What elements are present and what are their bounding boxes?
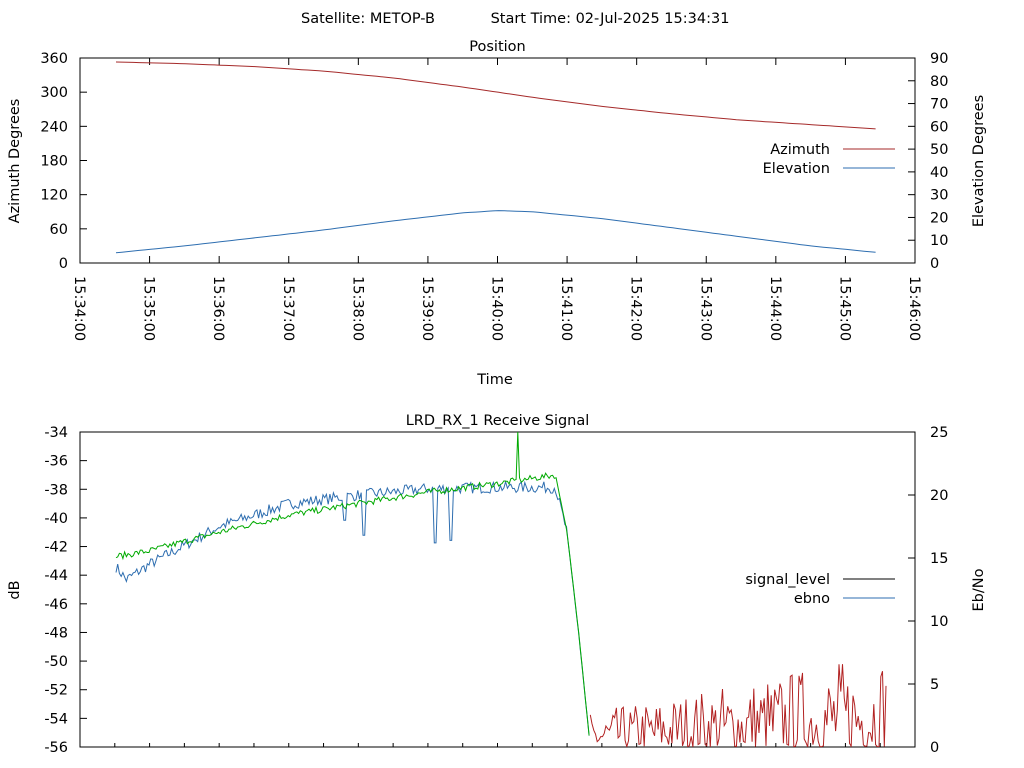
y2-tick-label: 25 [930,425,948,441]
y-tick-label: -44 [44,568,68,584]
y-tick-label: -50 [44,654,68,670]
y-tick-label: -48 [44,625,68,641]
y-axis-label: dB [7,580,23,599]
y2-tick-label: 80 [930,74,948,90]
y2-tick-label: 90 [930,51,948,67]
x-axis-label: Time [476,372,513,388]
signal-level-line [115,432,590,736]
y-tick-label: 360 [40,51,68,67]
x-tick-label: 15:43:00 [697,276,713,341]
x-tick-label: 15:39:00 [419,276,435,341]
y2-tick-label: 70 [930,97,948,113]
y2-axis-label: Eb/No [971,568,987,611]
legend-elevation-label: Elevation [763,161,830,177]
legend-signal-level-label: signal_level [745,572,830,588]
start-time-label: Start Time: 02-Jul-2025 15:34:31 [491,11,730,27]
y2-tick-label: 10 [930,614,948,630]
position-chart: Position 0 60 120 180 240 300 360 0 10 20 30 40 50 60 7… [7,39,987,388]
y2-axis-label: Elevation Degrees [971,95,987,227]
y-tick-label: 60 [50,222,68,238]
y2-tick-label: 10 [930,233,948,249]
x-tick-label: 15:41:00 [558,276,574,341]
y-tick-label: -46 [44,597,68,613]
x-tick-label: 15:45:00 [836,276,852,341]
ebno-noise-line [589,664,887,747]
y2-tick-label: 20 [930,210,948,226]
satellite-label: Satellite: METOP-B [301,11,435,27]
x-tick-label: 15:44:00 [767,276,783,341]
y2-tick-label: 50 [930,142,948,158]
legend-ebno-label: ebno [794,591,830,607]
position-chart-title: Position [469,39,525,55]
y2-tick-label: 0 [930,740,939,756]
ebno-line [115,479,590,736]
y-tick-label: -54 [44,711,68,727]
y2-tick-label: 30 [930,188,948,204]
receive-chart-title: LRD_RX_1 Receive Signal [406,413,590,429]
y-tick-label: -42 [44,540,68,556]
y-tick-label: 240 [40,119,68,135]
y2-tick-label: 60 [930,119,948,135]
receive-series-group [115,432,887,747]
y-tick-label: 300 [40,85,68,101]
x-tick-label: 15:34:00 [71,276,87,341]
y2-tick-label: 5 [930,677,939,693]
elevation-line [115,210,876,254]
y-tick-label: 120 [40,188,68,204]
y2-tick-label: 0 [930,256,939,272]
y-tick-label: 0 [59,256,68,272]
y-tick-label: -40 [44,511,68,527]
y-tick-label: -52 [44,683,68,699]
y2-tick-label: 40 [930,165,948,181]
x-tick-label: 15:42:00 [628,276,644,341]
receive-signal-chart: LRD_RX_1 Receive Signal -34 -36 -38 -40 -42 -4… [7,413,987,756]
y2-tick-label: 15 [930,551,948,567]
y-tick-label: -38 [44,482,68,498]
y-tick-label: -56 [44,740,68,756]
legend-azimuth-label: Azimuth [770,142,830,158]
azimuth-line [115,61,876,130]
y-tick-label: -34 [44,425,68,441]
y-tick-label: 180 [40,154,68,170]
x-tick-label: 15:40:00 [489,276,505,341]
x-tick-label: 15:38:00 [349,276,365,341]
x-tick-label: 15:35:00 [141,276,157,341]
y-tick-label: -36 [44,454,68,470]
y2-tick-label: 20 [930,488,948,504]
x-tick-label: 15:46:00 [906,276,922,341]
x-tick-label: 15:36:00 [210,276,226,341]
x-tick-label: 15:37:00 [280,276,296,341]
y-axis-label: Azimuth Degrees [7,99,23,224]
